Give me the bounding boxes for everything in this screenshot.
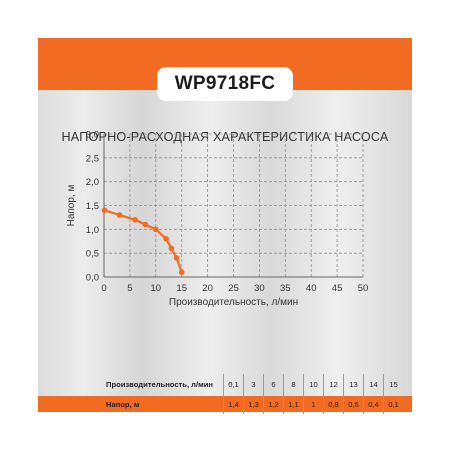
table-cell: 0,1	[222, 374, 244, 394]
table-cell: 10	[302, 374, 324, 394]
y-tick-label: 2,0	[86, 177, 99, 188]
x-tick-label: 50	[358, 283, 369, 294]
y-axis-label: Напор, м	[66, 185, 77, 227]
table-cell: 15	[382, 374, 403, 394]
data-point	[132, 217, 138, 223]
data-point	[101, 207, 108, 214]
table-cell: 1,3	[242, 394, 264, 414]
x-tick-label: 40	[306, 283, 317, 294]
y-tick-label: 1,0	[86, 225, 99, 236]
data-table: Производительность, л/мин 0,1 3 6 8 10 12 13 14 1…	[106, 374, 403, 414]
data-point	[116, 212, 123, 218]
table-cell: 1	[302, 394, 324, 414]
x-tick-label: 20	[202, 283, 213, 294]
table-cell: 0,8	[322, 394, 344, 414]
y-tick-label: 1,5	[86, 201, 99, 212]
x-tick-label: 25	[228, 283, 239, 294]
model-name: WP9718FC	[157, 67, 293, 101]
table-cell: 14	[362, 374, 384, 394]
table-cell: 1,1	[282, 394, 304, 414]
spec-card: WP9718FC НАПОРНО-РАСХОДНАЯ ХАРАКТЕРИСТИК…	[38, 38, 412, 414]
x-tick-label: 5	[127, 283, 132, 294]
table-cell: 0,6	[342, 394, 364, 414]
chart-grid	[103, 133, 364, 278]
data-point	[163, 236, 169, 242]
table-row-label: Напор, м	[106, 399, 140, 409]
data-point	[142, 221, 149, 228]
table-cell: 1,4	[222, 394, 244, 414]
table-cell: 8	[282, 374, 304, 394]
data-point	[168, 245, 175, 252]
table-cell: 13	[342, 374, 364, 394]
table-cell: 12	[322, 374, 344, 394]
data-point	[153, 226, 159, 233]
x-tick-label: 15	[176, 283, 187, 294]
data-point	[173, 255, 180, 261]
table-row-label: Производительность, л/мин	[106, 379, 213, 389]
x-axis-label: Производительность, л/мин	[169, 297, 298, 308]
table-row: Производительность, л/мин 0,1 3 6 8 10 12 13 14 1…	[106, 374, 403, 394]
table-row: Напор, м 1,4 1,3 1,2 1,1 1 0,8 0,6 0,4 0,1	[106, 394, 403, 414]
x-tick-label: 10	[151, 283, 162, 294]
data-point	[178, 269, 185, 276]
table-cell: 3	[242, 374, 264, 394]
x-tick-label: 35	[280, 283, 291, 294]
x-tick-label: 30	[254, 283, 265, 294]
chart-ticks: 0 5 10 15 20 25 30 35 40 45 50 0,0 0,5 1,0 1,5 2,0 2,5 3,…	[86, 130, 369, 295]
y-tick-label: 2,5	[86, 153, 99, 164]
series-line	[104, 209, 183, 273]
pump-curve-chart: 0 5 10 15 20 25 30 35 40 45 50 0,0 0,5 1,0 1,5 2,0 2,5 3,…	[66, 130, 369, 309]
chart-title: НАПОРНО-РАСХОДНАЯ ХАРАКТЕРИСТИКА НАСОСА	[61, 130, 389, 144]
table-cell: 6	[262, 374, 284, 394]
y-tick-label: 3,0	[86, 130, 99, 141]
y-tick-label: 0,5	[86, 249, 99, 260]
series-points	[101, 207, 185, 276]
table-cell: 1,2	[262, 394, 284, 414]
y-tick-label: 0,0	[86, 273, 99, 284]
x-tick-label: 0	[101, 283, 106, 294]
table-cell: 0,4	[362, 394, 384, 414]
x-tick-label: 45	[332, 283, 343, 294]
table-cell: 0,1	[382, 394, 403, 414]
